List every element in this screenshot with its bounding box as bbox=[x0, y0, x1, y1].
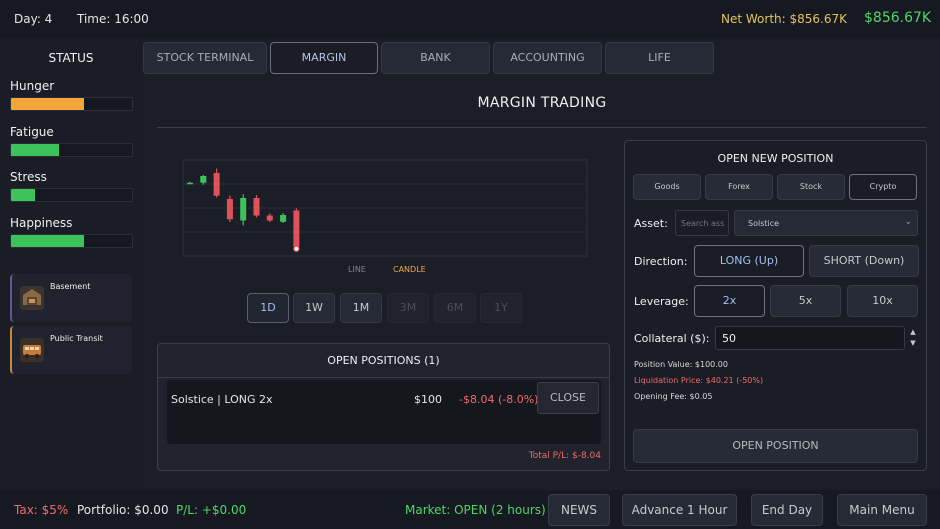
transport-card[interactable]: Public Transit bbox=[10, 326, 132, 374]
asset-select[interactable]: Solstice ⌄ bbox=[734, 210, 918, 236]
collateral-input[interactable] bbox=[715, 326, 905, 350]
tab-life[interactable]: LIFE bbox=[605, 42, 714, 74]
candle-body bbox=[253, 198, 260, 216]
category-forex[interactable]: Forex bbox=[705, 174, 773, 200]
transport-label: Public Transit bbox=[50, 334, 103, 343]
direction-short-button[interactable]: SHORT (Down) bbox=[809, 245, 919, 277]
leverage-label: Leverage: bbox=[634, 295, 689, 308]
timeframe-1y: 1Y bbox=[480, 293, 522, 323]
close-position-button[interactable]: CLOSE bbox=[537, 382, 599, 414]
page-title: MARGIN TRADING bbox=[477, 95, 607, 111]
timeframe-1d[interactable]: 1D bbox=[247, 293, 289, 323]
current-price-marker bbox=[293, 245, 300, 252]
candle-body bbox=[240, 198, 247, 221]
stat-label-fatigue: Fatigue bbox=[10, 125, 54, 139]
direction-label: Direction: bbox=[634, 255, 688, 268]
timeframe-3m: 3M bbox=[387, 293, 429, 323]
position-name: Solstice | LONG 2x bbox=[171, 393, 273, 406]
stat-label-hunger: Hunger bbox=[10, 79, 55, 93]
housing-label: Basement bbox=[50, 282, 91, 291]
open-position-button[interactable]: OPEN POSITION bbox=[633, 429, 918, 463]
stat-label-stress: Stress bbox=[10, 170, 47, 184]
asset-search-input[interactable] bbox=[675, 210, 729, 236]
tax-rate: Tax: $5% bbox=[14, 503, 69, 517]
stress-bar bbox=[10, 188, 133, 202]
collateral-stepper[interactable]: ▲ ▼ bbox=[907, 327, 919, 349]
tab-accounting[interactable]: ACCOUNTING bbox=[493, 42, 602, 74]
clock: Time: 16:00 bbox=[77, 12, 149, 26]
opening-fee: Opening Fee: $0.05 bbox=[634, 392, 713, 401]
timeframe-6m: 6M bbox=[434, 293, 476, 323]
stress-bar-fill bbox=[11, 189, 36, 201]
hunger-bar-fill bbox=[11, 98, 84, 110]
basement-icon bbox=[20, 286, 44, 310]
status-sidebar: STATUS Hunger Fatigue Stress Happiness B… bbox=[0, 38, 142, 490]
direction-long-button[interactable]: LONG (Up) bbox=[694, 245, 804, 277]
day-counter: Day: 4 bbox=[14, 12, 53, 26]
top-bar: Day: 4 Time: 16:00 Net Worth: $856.67K $… bbox=[0, 0, 940, 38]
bus-icon bbox=[20, 338, 44, 362]
hunger-bar bbox=[10, 97, 133, 111]
candle-body bbox=[226, 199, 233, 220]
tab-stock-terminal[interactable]: STOCK TERMINAL bbox=[143, 42, 267, 74]
chevron-down-icon[interactable]: ▼ bbox=[910, 339, 916, 347]
stat-label-happiness: Happiness bbox=[10, 216, 73, 230]
net-worth-label: Net Worth: $856.67K bbox=[721, 12, 847, 26]
table-row: Solstice | LONG 2x $100 -$8.04 (-8.0%) C… bbox=[167, 380, 601, 444]
fatigue-bar-fill bbox=[11, 144, 60, 156]
candle-body bbox=[266, 215, 273, 221]
leverage-5x-button[interactable]: 5x bbox=[770, 285, 841, 317]
portfolio-pl: P/L: +$0.00 bbox=[176, 503, 247, 517]
candle-body bbox=[213, 173, 220, 196]
timeframe-1w[interactable]: 1W bbox=[293, 293, 335, 323]
open-position-panel: OPEN NEW POSITION Goods Forex Stock Cryp… bbox=[624, 140, 927, 471]
leverage-10x-button[interactable]: 10x bbox=[847, 285, 918, 317]
asset-label: Asset: bbox=[634, 217, 668, 230]
candle-mode-toggle[interactable]: CANDLE bbox=[393, 265, 426, 274]
open-position-title: OPEN NEW POSITION bbox=[717, 152, 834, 165]
chevron-up-icon[interactable]: ▲ bbox=[910, 328, 916, 336]
market-status: Market: OPEN (2 hours) bbox=[405, 503, 546, 517]
category-goods[interactable]: Goods bbox=[633, 174, 701, 200]
status-title: STATUS bbox=[48, 51, 94, 65]
collateral-label: Collateral ($): bbox=[634, 332, 710, 345]
candle-body bbox=[293, 210, 300, 247]
candle-body bbox=[200, 176, 207, 183]
main-menu-button[interactable]: Main Menu bbox=[837, 494, 927, 526]
tab-bank[interactable]: BANK bbox=[381, 42, 490, 74]
total-pl: Total P/L: $-8.04 bbox=[528, 451, 601, 461]
happiness-bar-fill bbox=[11, 235, 84, 247]
line-mode-toggle[interactable]: LINE bbox=[348, 265, 366, 274]
open-positions-title: OPEN POSITIONS (1) bbox=[327, 354, 440, 367]
fatigue-bar bbox=[10, 143, 133, 157]
bottom-bar: Tax: $5% Portfolio: $0.00 P/L: +$0.00 Ma… bbox=[0, 490, 940, 529]
position-amount: $100 bbox=[414, 393, 442, 406]
timeframe-1m[interactable]: 1M bbox=[340, 293, 382, 323]
candle-body bbox=[280, 215, 287, 222]
chevron-down-icon: ⌄ bbox=[904, 217, 912, 227]
positions-divider bbox=[158, 377, 609, 378]
tab-margin[interactable]: MARGIN bbox=[270, 42, 378, 74]
news-button[interactable]: NEWS bbox=[548, 494, 610, 526]
happiness-bar bbox=[10, 234, 133, 248]
title-divider bbox=[157, 127, 927, 128]
asset-select-value: Solstice bbox=[748, 219, 780, 228]
position-pl: -$8.04 (-8.0%) bbox=[459, 393, 539, 406]
housing-card[interactable]: Basement bbox=[10, 274, 132, 322]
end-day-button[interactable]: End Day bbox=[751, 494, 823, 526]
advance-hour-button[interactable]: Advance 1 Hour bbox=[622, 494, 737, 526]
portfolio-value: Portfolio: $0.00 bbox=[77, 503, 169, 517]
leverage-2x-button[interactable]: 2x bbox=[694, 285, 765, 317]
position-value: Position Value: $100.00 bbox=[634, 360, 728, 369]
liquidation-price: Liquidation Price: $40.21 (-50%) bbox=[634, 376, 764, 385]
category-crypto[interactable]: Crypto bbox=[849, 174, 917, 200]
net-worth-value: $856.67K bbox=[864, 10, 932, 26]
category-stock[interactable]: Stock bbox=[777, 174, 845, 200]
price-chart bbox=[182, 159, 588, 257]
open-positions-panel: OPEN POSITIONS (1) Solstice | LONG 2x $1… bbox=[157, 343, 610, 471]
candle-body bbox=[187, 182, 193, 185]
